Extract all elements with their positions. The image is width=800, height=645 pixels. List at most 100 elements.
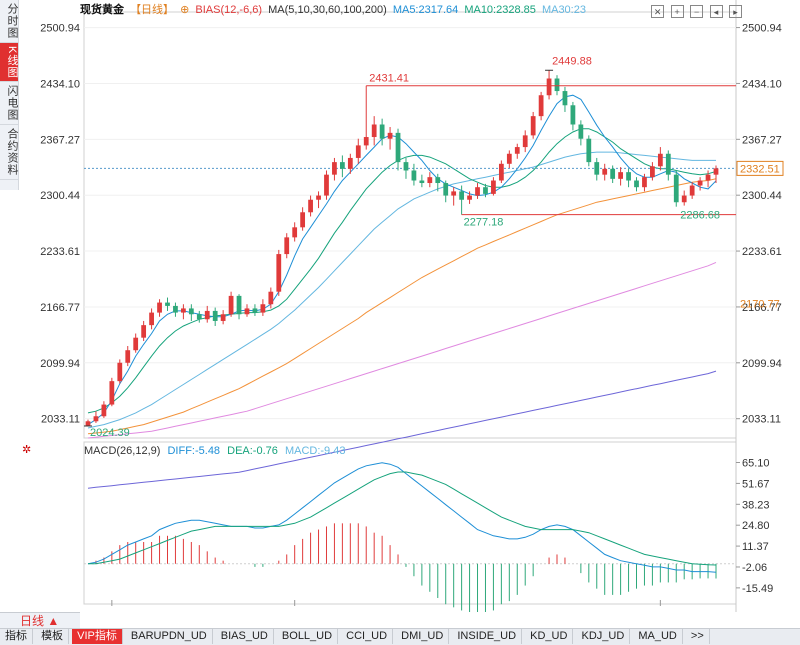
tab-intraday[interactable]: 分时图 (0, 0, 18, 43)
scroll-right-icon[interactable]: ▸ (729, 5, 742, 18)
tab-boll-ud[interactable]: BOLL_UD (277, 629, 339, 644)
tab-cci-ud[interactable]: CCI_UD (341, 629, 394, 644)
candle-body (308, 199, 313, 213)
candle-body (141, 325, 147, 338)
zoom-out-icon[interactable]: − (690, 5, 704, 18)
candle-body (149, 312, 154, 326)
price-tick-label: 2099.94 (742, 358, 782, 370)
price-tick-label-left: 2500.94 (40, 23, 80, 35)
candle-body (339, 162, 345, 169)
candle-body (657, 153, 663, 167)
candle-body (332, 162, 337, 175)
candle-body (324, 174, 329, 196)
candle-body (347, 157, 353, 169)
macd-diff-line (87, 462, 717, 573)
candle-body (252, 308, 258, 313)
candle-body (403, 162, 409, 171)
candle-body (268, 291, 274, 305)
ma30-value: MA30:23 (541, 4, 586, 16)
candle-body (117, 362, 123, 382)
tab-kd-ud[interactable]: KD_UD (525, 629, 574, 644)
ma10-line (87, 128, 717, 414)
gear-icon[interactable]: ✲ (22, 444, 32, 456)
candle-body (602, 168, 608, 175)
candle-body (101, 404, 107, 417)
macd-dea: DEA:-0.76 (227, 445, 278, 457)
candle-body (562, 91, 568, 106)
candle-body (546, 78, 552, 96)
tab-flash[interactable]: 闪电图 (0, 82, 18, 126)
candle-body (443, 183, 449, 196)
tab-kdj-ud[interactable]: KDJ_UD (576, 629, 631, 644)
candle-body (642, 177, 647, 188)
tab-vip-indicator[interactable]: VIP指标 (72, 629, 123, 644)
price-tick-label: 2500.94 (742, 23, 782, 35)
candle-body (284, 237, 290, 255)
main-header: 现货黄金 【日线】 ⊕ BIAS(12,-6,6) MA(5,10,30,60,… (80, 3, 589, 19)
price-tick-label-left: 2166.77 (40, 302, 80, 314)
macd-title[interactable]: MACD(26,12,9) (84, 445, 161, 457)
candle-body (594, 162, 600, 175)
tab-more[interactable]: >> (686, 629, 710, 644)
candle-body (363, 137, 369, 146)
low-annotation: 2277.18 (464, 217, 504, 229)
scroll-left-icon[interactable]: ◂ (709, 5, 723, 18)
period-label[interactable]: 【日线】 (130, 4, 175, 16)
candle-body (419, 180, 425, 184)
candle-body (459, 191, 465, 200)
price-tick-label: 2033.11 (742, 414, 781, 426)
tab-indicator[interactable]: 指标 (0, 629, 33, 644)
zoom-in-icon[interactable]: + (670, 5, 684, 18)
candle-body (188, 308, 194, 315)
indicator-tabbar: 指标 模板 VIP指标 BARUPDN_UD BIAS_UD BOLL_UD C… (0, 628, 800, 645)
tab-dmi-ud[interactable]: DMI_UD (396, 629, 450, 644)
ma5-line (87, 94, 717, 426)
candle-body (316, 195, 321, 200)
candle-body (371, 124, 377, 138)
ma10-value: MA10:2328.85 (464, 4, 536, 16)
instrument-name: 现货黄金 (80, 4, 124, 16)
candle-body (85, 421, 91, 426)
candle-body (379, 124, 385, 139)
candle-body (181, 308, 186, 313)
ma-label[interactable]: MA(5,10,30,60,100,200) (268, 4, 387, 16)
ma5-value: MA5:2317.64 (392, 4, 459, 16)
tab-contract-info[interactable]: 合约资料 (0, 125, 18, 181)
macd-diff: DIFF:-5.48 (167, 445, 221, 457)
tab-kline[interactable]: K线图 (0, 43, 18, 83)
tab-ma-ud[interactable]: MA_UD (633, 629, 683, 644)
candle-body (705, 174, 711, 181)
side-tabs: 分时图 K线图 闪电图 合约资料 (0, 0, 19, 190)
tab-barupdn-ud[interactable]: BARUPDN_UD (126, 629, 213, 644)
candle-body (355, 145, 361, 158)
ma100-line (87, 261, 717, 439)
candle-body (387, 132, 393, 139)
candle-body (165, 302, 170, 306)
candle-body (228, 295, 234, 315)
crosshair-icon[interactable]: ✕ (651, 5, 665, 18)
price-tick-label: 2166.77 (742, 302, 782, 314)
macd-tick-label: 11.37 (742, 541, 769, 553)
ma60-line (87, 178, 717, 435)
candle-body (570, 105, 576, 125)
candle-body (93, 416, 99, 422)
bias-label[interactable]: BIAS(12,-6,6) (195, 4, 263, 16)
macd-tick-label: 38.23 (742, 499, 770, 511)
candle-body (292, 227, 298, 238)
add-indicator-icon[interactable]: ⊕ (180, 4, 190, 16)
macd-value: MACD:-9.43 (284, 445, 346, 457)
candle-body (467, 195, 472, 200)
macd-tick-label: 51.67 (742, 478, 770, 490)
tab-bias-ud[interactable]: BIAS_UD (216, 629, 274, 644)
chart-canvas[interactable]: 2500.94 2500.94 2434.10 2434.10 2367.27 2367.… (0, 0, 800, 612)
period-selector[interactable]: 日线 ▲ (0, 612, 80, 628)
candle-body (713, 168, 719, 175)
macd-tick-label: -15.49 (742, 583, 773, 595)
macd-dea-line (88, 471, 717, 566)
candle-body (109, 381, 115, 405)
tab-inside-ud[interactable]: INSIDE_UD (452, 629, 523, 644)
candle-body (673, 174, 679, 203)
tab-template[interactable]: 模板 (36, 629, 70, 644)
candle-body (411, 170, 417, 181)
candle-body (491, 180, 496, 194)
